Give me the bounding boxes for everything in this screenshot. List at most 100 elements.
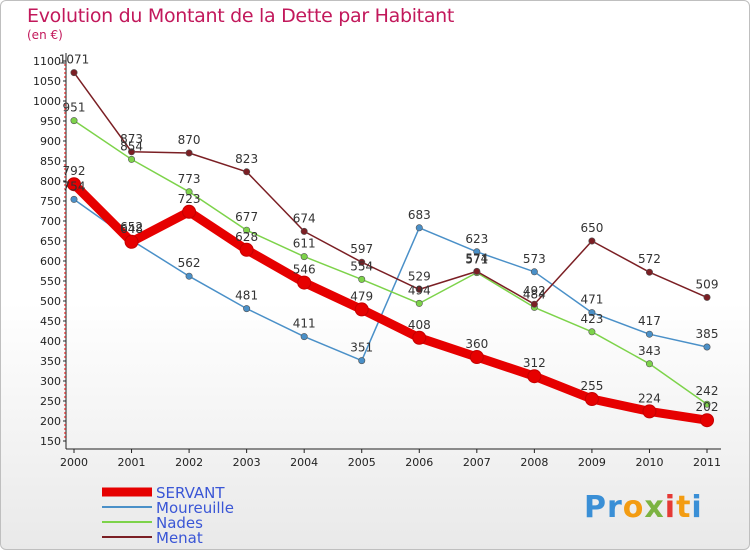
data-label-menat: 674 bbox=[293, 211, 316, 225]
data-point-moureuille bbox=[358, 357, 366, 365]
data-point-menat bbox=[300, 227, 308, 235]
data-label-servant: 408 bbox=[408, 318, 431, 332]
y-tick-label: 850 bbox=[40, 155, 61, 168]
chart-subtitle: (en €) bbox=[27, 28, 63, 42]
data-label-servant: 224 bbox=[638, 391, 661, 405]
data-point-servant bbox=[67, 177, 81, 192]
data-point-moureuille bbox=[300, 333, 308, 341]
logo-letter: o bbox=[622, 490, 645, 525]
data-label-moureuille: 652 bbox=[120, 220, 143, 234]
x-tick-label: 2004 bbox=[290, 456, 318, 469]
data-label-nades: 484 bbox=[523, 287, 546, 301]
data-point-menat bbox=[70, 69, 78, 77]
data-point-menat bbox=[243, 168, 251, 176]
legend-label-menat: Menat bbox=[156, 529, 203, 547]
y-tick-label: 1100 bbox=[33, 55, 61, 68]
series-line-servant bbox=[69, 179, 712, 425]
data-point-moureuille bbox=[70, 195, 78, 203]
data-point-moureuille bbox=[243, 305, 251, 313]
data-point-nades bbox=[415, 299, 423, 307]
data-point-menat bbox=[703, 293, 711, 301]
chart-title: Evolution du Montant de la Dette par Hab… bbox=[27, 5, 455, 27]
data-label-moureuille: 573 bbox=[523, 252, 546, 266]
data-point-servant bbox=[239, 242, 254, 257]
logo-letter: i bbox=[664, 490, 677, 525]
data-label-menat: 823 bbox=[235, 152, 258, 166]
data-label-moureuille: 562 bbox=[178, 256, 201, 270]
data-label-menat: 1071 bbox=[59, 53, 90, 67]
series-line-nades bbox=[73, 119, 708, 405]
data-label-moureuille: 471 bbox=[580, 293, 603, 307]
data-label-servant: 723 bbox=[178, 192, 201, 206]
data-point-nades bbox=[128, 155, 136, 163]
legend-label-servant: SERVANT bbox=[156, 484, 225, 502]
data-label-moureuille: 351 bbox=[350, 341, 373, 355]
data-point-servant bbox=[182, 204, 197, 219]
data-label-moureuille: 481 bbox=[235, 289, 258, 303]
logo-letter: i bbox=[691, 490, 703, 525]
y-tick-label: 950 bbox=[40, 115, 61, 128]
data-point-nades bbox=[300, 253, 308, 261]
data-label-servant: 255 bbox=[580, 379, 603, 393]
data-label-menat: 572 bbox=[638, 252, 661, 266]
series-line-menat bbox=[73, 71, 708, 305]
logo-letter: P bbox=[584, 490, 607, 525]
data-point-menat bbox=[473, 267, 481, 275]
data-label-nades: 343 bbox=[638, 344, 661, 358]
data-label-menat: 873 bbox=[120, 132, 143, 146]
data-label-moureuille: 411 bbox=[293, 317, 316, 331]
data-point-nades bbox=[588, 328, 596, 336]
x-tick-label: 2007 bbox=[463, 456, 491, 469]
data-point-nades bbox=[185, 188, 193, 196]
data-label-menat: 492 bbox=[523, 284, 546, 298]
y-tick-label: 600 bbox=[40, 255, 61, 268]
data-point-nades bbox=[70, 117, 78, 125]
y-tick-label: 450 bbox=[40, 315, 61, 328]
data-point-servant bbox=[527, 369, 542, 384]
y-tick-label: 1000 bbox=[33, 95, 61, 108]
legend-label-moureuille: Moureuille bbox=[156, 499, 234, 517]
y-tick-label: 500 bbox=[40, 295, 61, 308]
data-point-moureuille bbox=[645, 330, 653, 338]
x-tick-label: 2008 bbox=[520, 456, 548, 469]
data-label-moureuille: 754 bbox=[63, 179, 86, 193]
legend-label-nades: Nades bbox=[156, 514, 203, 532]
x-tick-label: 2006 bbox=[405, 456, 433, 469]
data-point-menat bbox=[645, 268, 653, 276]
y-tick-label: 300 bbox=[40, 375, 61, 388]
data-label-nades: 571 bbox=[465, 253, 488, 267]
data-point-moureuille bbox=[588, 309, 596, 317]
logo-letter: t bbox=[676, 490, 692, 525]
data-point-nades bbox=[358, 275, 366, 283]
data-point-servant bbox=[469, 350, 484, 364]
x-tick-label: 2003 bbox=[233, 456, 261, 469]
x-tick-label: 2002 bbox=[175, 456, 203, 469]
y-tick-label: 250 bbox=[40, 395, 61, 408]
data-label-servant: 792 bbox=[63, 164, 86, 178]
data-point-servant bbox=[642, 404, 657, 419]
data-label-nades: 951 bbox=[63, 101, 86, 115]
y-tick-label: 650 bbox=[40, 235, 61, 248]
data-label-nades: 677 bbox=[235, 210, 258, 224]
logo-letter: x bbox=[644, 490, 665, 525]
y-tick-label: 200 bbox=[40, 415, 61, 428]
y-tick-label: 750 bbox=[40, 195, 61, 208]
data-point-menat bbox=[415, 285, 423, 293]
data-point-nades bbox=[645, 360, 653, 368]
data-point-servant bbox=[124, 234, 139, 249]
data-label-menat: 574 bbox=[465, 251, 488, 265]
data-label-servant: 628 bbox=[235, 230, 258, 244]
data-point-nades bbox=[703, 400, 711, 408]
data-point-servant bbox=[297, 275, 312, 290]
data-label-nades: 773 bbox=[178, 172, 201, 186]
data-point-menat bbox=[128, 148, 136, 156]
data-label-nades: 611 bbox=[293, 237, 316, 251]
data-label-servant: 360 bbox=[465, 337, 488, 351]
y-tick-label: 900 bbox=[40, 135, 61, 148]
x-tick-label: 2000 bbox=[60, 456, 88, 469]
y-tick-label: 150 bbox=[40, 435, 61, 448]
y-tick-label: 1050 bbox=[33, 75, 61, 88]
data-point-moureuille bbox=[185, 272, 193, 280]
data-point-menat bbox=[185, 149, 193, 157]
